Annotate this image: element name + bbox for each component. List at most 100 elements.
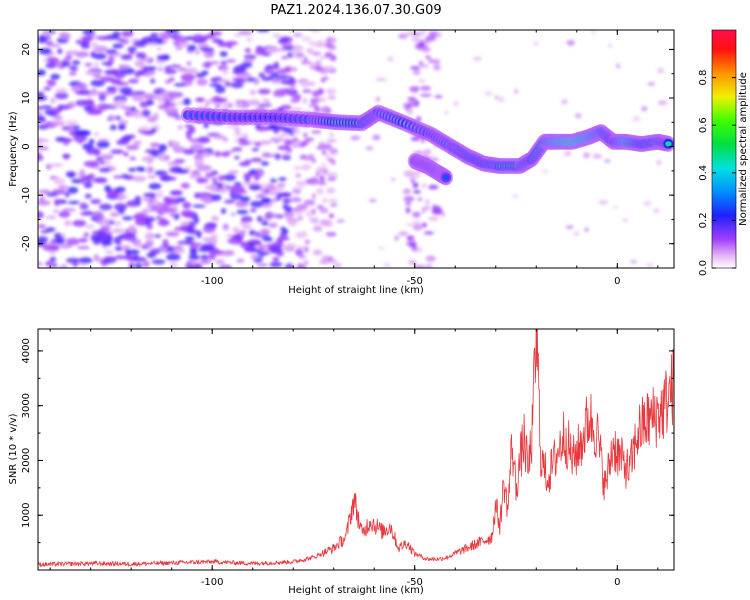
spectrogram-cell (210, 233, 218, 241)
spectrogram-cell (297, 263, 303, 268)
spectrogram-cell (122, 216, 133, 221)
spectrogram-cell (276, 195, 282, 201)
spectrogram-cell (192, 204, 206, 208)
spectrogram-cell (498, 96, 505, 103)
spectrogram-cell (43, 86, 52, 91)
spectrogram-cell (101, 61, 113, 66)
spectrogram-cell (328, 257, 333, 261)
spectrogram-cell (221, 265, 229, 268)
ridge-core (665, 141, 672, 147)
spectrogram-cell (429, 215, 439, 222)
spectrogram-cell (99, 203, 113, 211)
spectrogram-cell (120, 244, 132, 249)
spectrogram-cell (45, 215, 57, 220)
spectrogram-cell (93, 74, 103, 79)
spectrogram-cell (50, 263, 58, 268)
spectrogram-cell (292, 187, 302, 195)
x-tick-label: 0 (614, 577, 620, 588)
spectrogram-cell (128, 224, 137, 233)
spectrogram-cell (280, 80, 294, 85)
spectrogram-cell (309, 40, 315, 46)
spectrogram-cell (189, 249, 198, 256)
spectrogram-cell (286, 218, 299, 223)
spectrogram-cell (111, 228, 126, 234)
spectrogram-cell (53, 199, 67, 203)
spectrogram-cell (257, 88, 271, 95)
spectrogram-cell (295, 173, 302, 178)
spectrogram-cell (112, 31, 121, 38)
spectrogram-cell (231, 147, 243, 152)
spectrogram-cell (132, 94, 144, 102)
spectrogram-cell (175, 45, 183, 51)
spectrogram-cell (250, 254, 261, 260)
spectrogram-cell (166, 253, 181, 261)
spectrogram-cell (98, 94, 106, 102)
spectrogram-cell (583, 152, 590, 159)
x-tick-label: -50 (407, 276, 423, 287)
spectrogram-cell (150, 128, 157, 133)
spectrogram-cell (257, 251, 270, 256)
spectrogram-cell (295, 231, 305, 239)
spectrogram-cell (202, 227, 216, 234)
spectrogram-cell (49, 249, 56, 255)
spectrogram-cell (223, 174, 236, 181)
spectrogram-cell (153, 234, 162, 238)
spectrogram-cell (251, 147, 259, 152)
spectrogram-cell (96, 35, 111, 41)
spectrogram-cell (316, 205, 324, 209)
spectrogram-cell (82, 30, 95, 36)
spectrogram-cell (260, 161, 269, 166)
spectrogram-cell (199, 259, 212, 265)
spectrogram-cell (305, 211, 313, 217)
spectrogram-cell (169, 77, 175, 82)
spectrogram-cell (285, 263, 294, 268)
spectrogram-cell (282, 244, 294, 251)
spectrogram-cell (301, 81, 309, 89)
spectrogram-cell (186, 44, 197, 52)
spectrogram-cell (249, 229, 256, 236)
spectrogram-cell (232, 226, 240, 234)
snr-series-line (38, 329, 674, 568)
spectrogram-cell (306, 48, 314, 54)
spectrogram-cell (269, 261, 283, 268)
spectrogram-cell (199, 47, 214, 51)
spectrogram-cell (82, 143, 94, 150)
spectrogram-cell (249, 184, 262, 191)
spectrogram-cell (325, 139, 337, 143)
spectrogram-cell (132, 175, 147, 182)
spectrogram-cell (173, 83, 187, 87)
spectrogram-cell (49, 256, 57, 263)
spectrogram-cell (238, 229, 247, 236)
spectrogram-cell (100, 225, 111, 232)
spectrogram-cell (46, 43, 61, 48)
spectrogram-cell (137, 167, 146, 172)
spectrogram-cell (144, 240, 154, 248)
spectrogram-cell (98, 168, 111, 173)
spectrogram-cell (225, 234, 234, 238)
spectrogram-cell (250, 200, 265, 208)
spectrogram-cell (79, 169, 85, 176)
spectrogram-cell (276, 239, 284, 247)
spectrogram-cell (159, 217, 167, 224)
spectrogram-cell (209, 61, 220, 65)
spectrogram-cell (244, 221, 251, 228)
spectrogram-cell (65, 171, 77, 178)
spectrogram-cell (194, 217, 200, 224)
spectrogram-cell (183, 98, 191, 106)
spectrogram-cell (254, 49, 267, 56)
spectrogram-cell (93, 177, 108, 184)
spectrogram-cell (239, 196, 251, 203)
spectrogram-cell (99, 217, 111, 225)
spectrogram-cell (434, 95, 443, 99)
spectrogram-cell (85, 98, 94, 107)
spectrogram-cell (133, 241, 143, 248)
spectrogram-cell (631, 115, 641, 122)
spectrogram-cell (101, 241, 113, 246)
spectrogram-cell (247, 101, 261, 106)
y-tick-label: 1000 (21, 503, 32, 528)
spectrogram-cell (313, 42, 324, 48)
spectrogram-cell (125, 144, 140, 151)
spectrogram-cell (219, 51, 228, 57)
spectrogram-cell (38, 146, 50, 151)
spectrogram-cell (195, 72, 206, 78)
